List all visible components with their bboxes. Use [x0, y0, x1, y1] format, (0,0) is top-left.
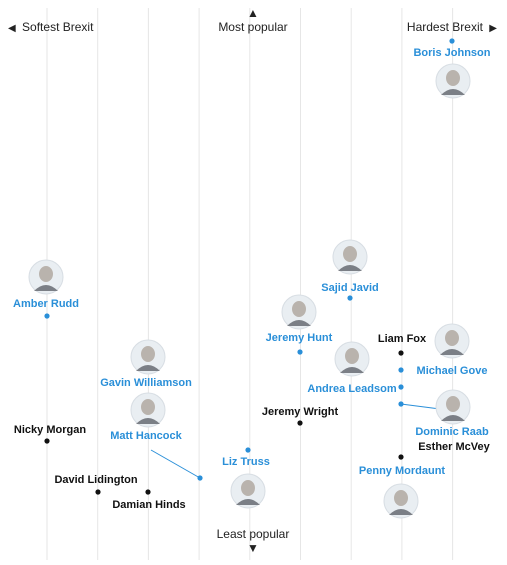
matt-hancock-label: Matt Hancock — [110, 430, 182, 442]
boris-johnson-label: Boris Johnson — [413, 47, 490, 59]
jeremy-hunt-label: Jeremy Hunt — [266, 332, 333, 344]
penny-mordaunt-label: Penny Mordaunt — [359, 465, 446, 477]
right-arrow-icon: ▶ — [489, 23, 497, 34]
amber-rudd-point — [44, 313, 50, 319]
down-arrow-icon: ▼ — [247, 541, 259, 555]
jeremy-hunt-point — [297, 349, 303, 355]
most-popular-label: Most popular — [218, 20, 287, 34]
gavin-williamson-point — [197, 475, 203, 481]
grid-lines — [46, 8, 454, 560]
david-lidington-point — [95, 489, 101, 495]
matt-hancock-photo-icon — [130, 392, 166, 428]
penny-mordaunt-photo-icon — [383, 483, 419, 519]
matt-hancock-connector — [150, 449, 201, 479]
michael-gove-photo-icon — [434, 323, 470, 359]
andrea-leadsom-point — [398, 384, 404, 390]
least-popular-label: Least popular — [217, 527, 290, 541]
andrea-leadsom-photo-icon — [334, 341, 370, 377]
esther-mcvey-label: Esther McVey — [418, 441, 490, 453]
jeremy-hunt-photo-icon — [281, 294, 317, 330]
dominic-raab-label: Dominic Raab — [415, 426, 489, 438]
gavin-williamson-label: Gavin Williamson — [100, 377, 192, 389]
boris-johnson-photo-icon — [435, 63, 471, 99]
amber-rudd-photo-icon — [28, 259, 64, 295]
amber-rudd-label: Amber Rudd — [13, 298, 79, 310]
candidate-points — [44, 38, 455, 495]
sajid-javid-label: Sajid Javid — [321, 282, 378, 294]
david-lidington-label: David Lidington — [54, 474, 137, 486]
hardest-brexit-label: Hardest Brexit ▶ — [407, 20, 497, 34]
andrea-leadsom-label: Andrea Leadsom — [307, 383, 396, 395]
label-connectors — [150, 403, 441, 479]
candidate-labels: Boris Johnson Sajid Javid Amber Rudd Jeremy… — [13, 47, 491, 511]
jeremy-wright-label: Jeremy Wright — [262, 406, 339, 418]
gavin-williamson-photo-icon — [130, 339, 166, 375]
jeremy-wright-point — [297, 420, 303, 426]
michael-gove-label: Michael Gove — [417, 365, 488, 377]
liz-truss-photo-icon — [230, 473, 266, 509]
damian-hinds-label: Damian Hinds — [112, 499, 185, 511]
softest-brexit-label: ◀ Softest Brexit — [8, 20, 94, 34]
candidate-photos — [28, 63, 471, 519]
dominic-raab-connector — [400, 403, 441, 410]
nicky-morgan-point — [44, 438, 50, 444]
left-arrow-icon: ◀ — [8, 23, 16, 34]
dominic-raab-photo-icon — [435, 389, 471, 425]
liz-truss-label: Liz Truss — [222, 456, 270, 468]
up-arrow-icon: ▲ — [247, 6, 259, 20]
liz-truss-point — [245, 447, 251, 453]
sajid-javid-photo-icon — [332, 239, 368, 275]
nicky-morgan-label: Nicky Morgan — [14, 424, 86, 436]
dominic-raab-point — [398, 401, 404, 407]
michael-gove-point — [398, 367, 404, 373]
sajid-javid-point — [347, 295, 353, 301]
damian-hinds-point — [145, 489, 151, 495]
esther-mcvey-point — [398, 454, 404, 460]
liam-fox-label: Liam Fox — [378, 333, 427, 345]
boris-johnson-point — [449, 38, 455, 44]
liam-fox-point — [398, 350, 404, 356]
